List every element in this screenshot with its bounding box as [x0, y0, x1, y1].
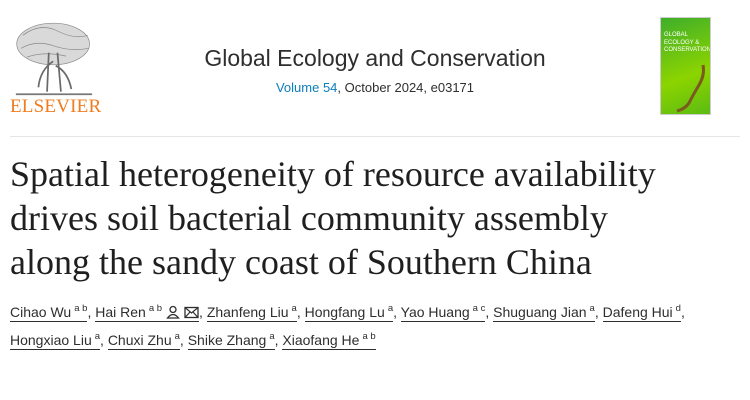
author-name: Zhanfeng Liu: [206, 304, 289, 320]
author-list: Cihao Wu a b, Hai Ren a b, Zhanfeng Liu a, …: [10, 303, 685, 350]
person-icon[interactable]: [166, 305, 180, 319]
author-name: Cihao Wu: [10, 304, 72, 320]
issue-info: Volume 54, October 2024, e03171: [120, 80, 630, 96]
author-link[interactable]: Dafeng Hui d: [602, 303, 681, 322]
email-icon[interactable]: [184, 306, 199, 319]
author-link[interactable]: Xiaofang He a b: [282, 331, 376, 350]
issue-details: , October 2024, e03171: [337, 80, 475, 95]
affiliation-marker[interactable]: a: [94, 331, 101, 342]
author-link[interactable]: Chuxi Zhu a: [107, 331, 180, 350]
article-title: Spatial heterogeneity of resource availa…: [10, 152, 740, 284]
article-header: Spatial heterogeneity of resource availa…: [10, 152, 740, 350]
title-line: drives soil bacterial community assembly: [10, 198, 608, 238]
affiliation-marker[interactable]: a: [589, 303, 595, 314]
author-link[interactable]: Shuguang Jian a: [493, 304, 595, 322]
affiliation-marker[interactable]: a b: [362, 331, 376, 342]
affiliation-marker[interactable]: a b: [74, 303, 88, 314]
elsevier-logo-text: ELSEVIER: [10, 96, 102, 117]
author-name: Dafeng Hui: [602, 304, 673, 320]
author-link[interactable]: Cihao Wu a b: [10, 303, 88, 322]
author-name: Hai Ren: [95, 304, 146, 320]
journal-title[interactable]: Global Ecology and Conservation: [204, 45, 546, 71]
author-name: Hongxiao Liu: [10, 332, 92, 348]
affiliation-marker[interactable]: a: [269, 331, 275, 342]
author-name: Chuxi Zhu: [107, 332, 172, 348]
affiliation-marker[interactable]: a c: [472, 303, 486, 314]
gecko-illustration: [676, 64, 705, 113]
author-name: Yao Huang: [400, 304, 470, 320]
author-link[interactable]: Hongfang Lu a: [304, 303, 394, 322]
author-link[interactable]: Zhanfeng Liu a: [206, 303, 297, 322]
author-name: Hongfang Lu: [304, 304, 385, 320]
title-line: Spatial heterogeneity of resource availa…: [10, 154, 656, 194]
author-link[interactable]: Shike Zhang a: [187, 331, 275, 350]
elsevier-tree-logo[interactable]: [8, 18, 100, 96]
affiliation-marker[interactable]: d: [675, 303, 681, 314]
title-line: along the sandy coast of Southern China: [10, 242, 592, 282]
journal-cover-image[interactable]: GLOBAL ECOLOGY & CONSERVATION: [660, 17, 711, 115]
author-name: Shike Zhang: [187, 332, 267, 348]
author-name: Xiaofang He: [282, 332, 360, 348]
header-divider: [10, 136, 740, 137]
author-link[interactable]: Yao Huang a c: [400, 303, 486, 322]
affiliation-marker[interactable]: a b: [148, 303, 163, 314]
author-link[interactable]: Hai Ren a b: [95, 303, 200, 322]
cover-title: GLOBAL ECOLOGY & CONSERVATION: [664, 32, 711, 53]
affiliation-marker[interactable]: a: [174, 331, 180, 342]
author-name: Shuguang Jian: [493, 304, 587, 320]
affiliation-marker[interactable]: a: [387, 303, 394, 314]
author-link[interactable]: Hongxiao Liu a: [10, 331, 101, 350]
affiliation-marker[interactable]: a: [291, 303, 297, 314]
volume-link[interactable]: Volume 54: [275, 80, 338, 95]
